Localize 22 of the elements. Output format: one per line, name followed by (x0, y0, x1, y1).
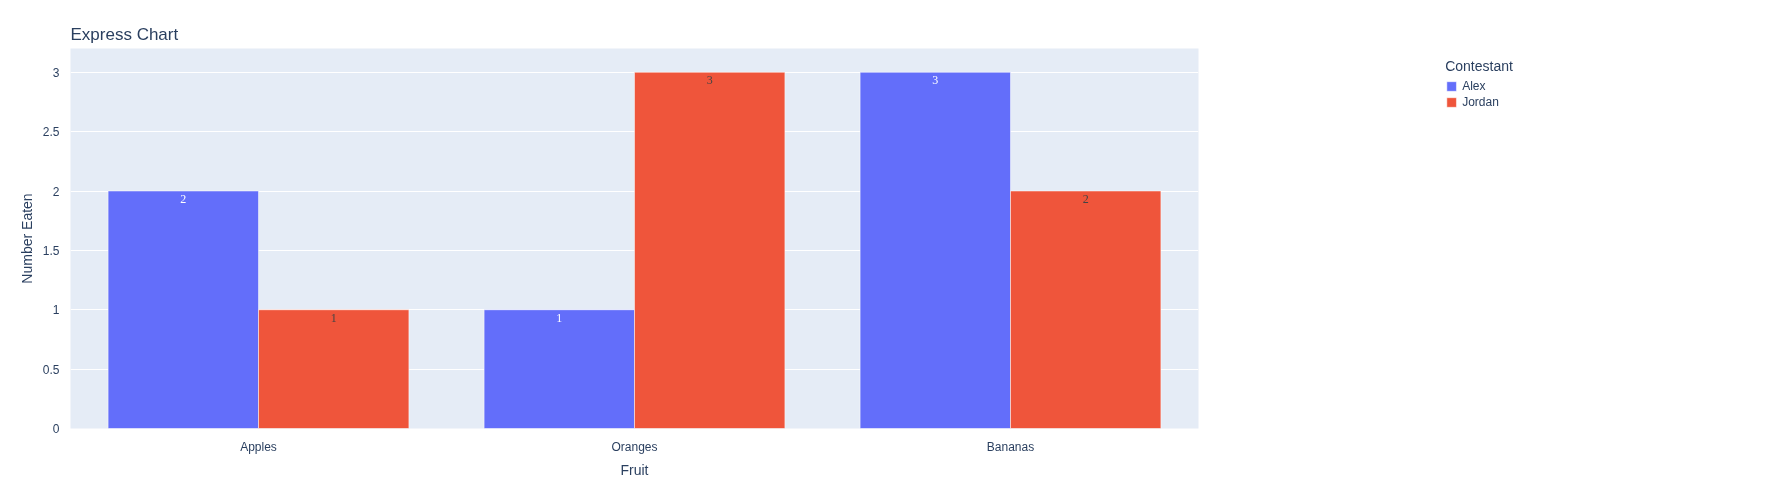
data-label: 2 (180, 192, 187, 206)
y-tick-label: 2.5 (42, 125, 60, 140)
y-tick-label: 2 (52, 184, 60, 199)
legend-label: Jordan (1462, 95, 1499, 109)
x-tick-label: Apples (240, 439, 277, 454)
y-tick-label: 1 (52, 303, 60, 318)
legend-title: Contestant (1445, 58, 1513, 74)
legend-label: Alex (1462, 79, 1486, 93)
data-label: 3 (932, 73, 939, 88)
chart-title: Express Chart (70, 24, 179, 44)
data-label: 1 (556, 310, 563, 325)
y-tick-label: 0.5 (42, 362, 60, 377)
data-label: 1 (330, 310, 337, 325)
x-axis-title: Fruit (620, 461, 649, 478)
y-axis-title: Number Eaten (18, 193, 35, 284)
y-tick-label: 3 (52, 65, 60, 80)
x-tick-label: Bananas (986, 439, 1035, 454)
data-label: 3 (706, 73, 713, 88)
data-label: 2 (1082, 192, 1089, 206)
y-tick-label: 0 (52, 422, 60, 436)
x-tick-label: Oranges (611, 439, 658, 454)
y-tick-label: 1.5 (42, 243, 60, 258)
